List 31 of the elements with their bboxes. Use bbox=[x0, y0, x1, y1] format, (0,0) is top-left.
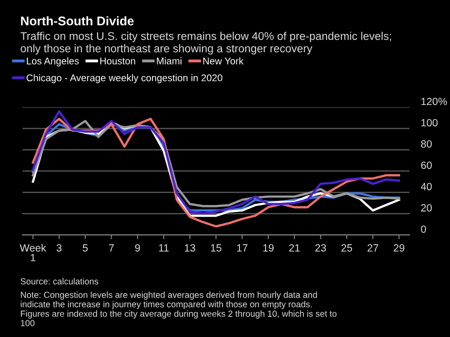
x-tick-label: 21 bbox=[289, 244, 300, 252]
x-tick-label: 11 bbox=[159, 244, 169, 252]
y-tick-label: 80 bbox=[421, 140, 432, 148]
legend-label: Chicago - Average weekly congestion in 2020 bbox=[26, 74, 222, 84]
x-tick-label: 7 bbox=[109, 244, 114, 252]
y-tick-label: 40 bbox=[420, 182, 432, 190]
x-tick-label: 9 bbox=[135, 244, 140, 252]
legend-label: Houston bbox=[100, 58, 136, 64]
legend-label: New York bbox=[203, 57, 244, 64]
x-tick-label: 19 bbox=[263, 244, 274, 252]
x-tick-label: 23 bbox=[315, 244, 326, 252]
legend-label: Los Angeles bbox=[26, 57, 79, 66]
x-tick-label: 29 bbox=[394, 244, 404, 252]
x-tick-label: 15 bbox=[211, 244, 222, 252]
x-tick-label: 25 bbox=[341, 244, 352, 252]
y-tick-label: 120% bbox=[421, 98, 447, 106]
source-note: Source: calculations bbox=[20, 278, 98, 284]
x-tick-label: 13 bbox=[184, 244, 196, 252]
y-tick-label: 60 bbox=[421, 162, 432, 169]
legend-label: Miami bbox=[156, 57, 182, 64]
x-tick-label: Week 1 bbox=[20, 244, 46, 262]
y-tick-label: 100 bbox=[421, 119, 438, 126]
x-tick-label: 17 bbox=[237, 244, 248, 252]
y-tick-label: 0 bbox=[421, 225, 426, 233]
text: Note: Congestion levels are weighted averages derived from hourly data and indicate the increase in journey times compared with those on empty roads. Figures are indexed to the city average during weeks 2 through 10, which is set to 100 bbox=[20, 292, 337, 326]
y-tick-label: 20 bbox=[421, 204, 432, 212]
x-tick-label: 3 bbox=[56, 244, 62, 252]
chart-title: North-South Divide bbox=[21, 16, 134, 26]
x-tick-label: 5 bbox=[82, 244, 88, 252]
x-tick-label: 27 bbox=[368, 244, 378, 252]
chart-subtitle: Traffic on most U.S. city streets remains below 40% of pre-pandemic levels; only those in the northeast are showing a stronger recovery bbox=[20, 32, 392, 55]
